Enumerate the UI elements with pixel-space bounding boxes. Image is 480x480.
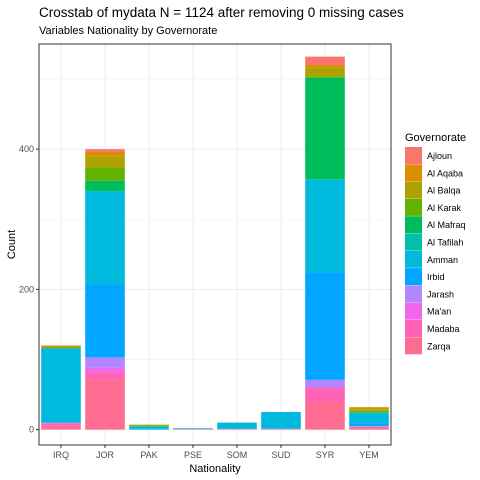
bar-segment — [305, 179, 345, 273]
bar-segment — [217, 422, 257, 429]
bars — [41, 56, 389, 430]
bar-segment — [85, 284, 125, 358]
x-tick-label: IRQ — [53, 450, 69, 460]
x-tick-label: SYR — [316, 450, 335, 460]
bar-segment — [41, 345, 81, 347]
bar-segment — [261, 412, 301, 429]
legend-label: Amman — [427, 255, 458, 265]
legend-label: Madaba — [427, 324, 460, 334]
legend-key — [405, 302, 422, 320]
y-tick-label: 400 — [19, 144, 34, 154]
bar-segment — [41, 422, 81, 424]
y-axis-title: Count — [6, 230, 18, 259]
legend-label: Al Mafraq — [427, 220, 466, 230]
bar-segment — [41, 346, 81, 349]
bar-segment — [129, 428, 169, 430]
legend-key — [405, 233, 422, 251]
legend-key — [405, 268, 422, 286]
bar-segment — [41, 348, 81, 423]
legend-key — [405, 250, 422, 268]
legend-title: Governorate — [405, 132, 466, 144]
bar-segment — [305, 401, 345, 430]
bar-segment — [129, 424, 169, 426]
bar-segment — [305, 77, 345, 180]
bar-segment — [85, 180, 125, 191]
legend-key — [405, 181, 422, 199]
legend-label: Al Karak — [427, 203, 462, 213]
y-tick-label: 0 — [29, 425, 34, 435]
bar-segment — [349, 423, 389, 427]
legend-label: Zarqa — [427, 341, 451, 351]
chart-title: Crosstab of mydata N = 1124 after removi… — [39, 5, 404, 20]
bar-segment — [85, 167, 125, 181]
bar-segment — [305, 76, 345, 78]
bar-segment — [85, 149, 125, 152]
legend-key — [405, 216, 422, 234]
bar-segment — [41, 423, 81, 426]
bar-segment — [305, 387, 345, 402]
bar-segment — [305, 379, 345, 388]
legend-label: Al Tafilah — [427, 238, 463, 248]
legend-key — [405, 337, 422, 355]
chart-subtitle: Variables Nationality by Governorate — [39, 25, 217, 37]
x-tick-label: SUD — [271, 450, 291, 460]
bar-segment — [305, 67, 345, 77]
bar-segment — [85, 367, 125, 373]
bar-segment — [349, 426, 389, 427]
x-axis-title: Nationality — [189, 463, 241, 475]
x-tick-label: JOR — [96, 450, 115, 460]
bar-segment — [305, 56, 345, 66]
bar-segment — [349, 426, 389, 430]
x-tick-label: PSE — [184, 450, 202, 460]
bar-segment — [217, 428, 257, 430]
legend-key — [405, 198, 422, 216]
bar-segment — [305, 272, 345, 380]
legend-label: Ajloun — [427, 151, 452, 161]
bar-segment — [85, 156, 125, 168]
bar-segment — [349, 409, 389, 411]
bar-segment — [349, 407, 389, 410]
legend-key — [405, 320, 422, 337]
bar-segment — [349, 410, 389, 413]
bar-segment — [261, 428, 301, 429]
legend-label: Al Aqaba — [427, 168, 463, 178]
legend-key — [405, 164, 422, 182]
bar-segment — [349, 412, 389, 414]
bar-segment — [261, 428, 301, 430]
bar-segment — [85, 191, 125, 285]
bar-segment — [85, 379, 125, 430]
bar-segment — [349, 412, 389, 413]
y-tick-label: 200 — [19, 284, 34, 294]
legend: Governorate Ajloun Al Aqaba Al Balqa Al Kar… — [405, 132, 466, 355]
bar-segment — [85, 151, 125, 157]
bar-segment — [85, 190, 125, 192]
bar-segment — [129, 425, 169, 427]
legend-label: Ma'an — [427, 307, 451, 317]
plot-panel-border — [38, 43, 392, 446]
bar-segment — [41, 425, 81, 430]
legend-label: Al Balqa — [427, 186, 461, 196]
x-tick-label: SOM — [227, 450, 248, 460]
bar-segment — [173, 428, 213, 430]
x-axis: IRQ JOR PAK PSE SOM SUD SYR YEM — [53, 445, 379, 460]
legend-key — [405, 147, 422, 164]
x-tick-label: PAK — [140, 450, 157, 460]
legend-key — [405, 285, 422, 303]
y-axis: 0 200 400 — [19, 144, 39, 435]
bar-segment — [129, 426, 169, 429]
bar-segment — [85, 372, 125, 380]
bar-segment — [173, 428, 213, 429]
bar-segment — [129, 426, 169, 427]
bar-segment — [349, 413, 389, 424]
bar-segment — [85, 357, 125, 368]
x-tick-label: YEM — [359, 450, 379, 460]
legend-label: Jarash — [427, 289, 454, 299]
legend-label: Irbid — [427, 272, 445, 282]
bar-segment — [305, 65, 345, 68]
